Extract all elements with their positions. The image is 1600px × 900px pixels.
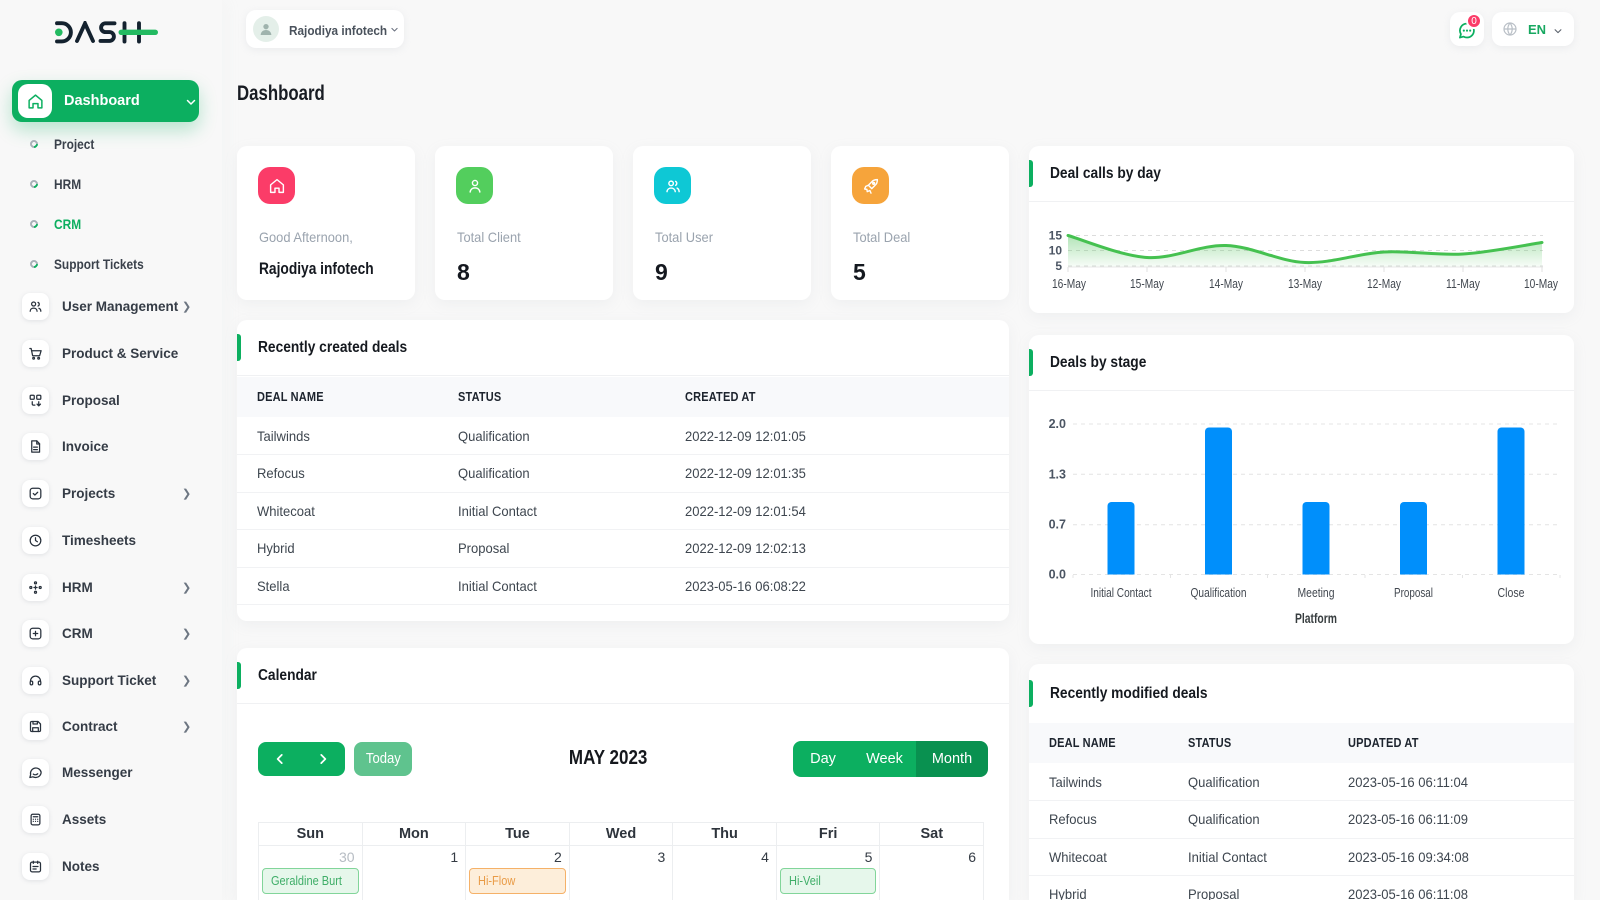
- svg-text:Initial Contact: Initial Contact: [1091, 585, 1152, 600]
- svg-text:12-May: 12-May: [1367, 277, 1402, 291]
- svg-text:2.0: 2.0: [1049, 417, 1066, 431]
- svg-text:Proposal: Proposal: [1394, 585, 1433, 600]
- svg-text:10: 10: [1049, 244, 1063, 258]
- svg-text:Meeting: Meeting: [1298, 585, 1335, 600]
- svg-text:Qualification: Qualification: [1191, 585, 1247, 600]
- svg-text:0.7: 0.7: [1049, 518, 1066, 532]
- svg-text:14-May: 14-May: [1209, 277, 1244, 291]
- svg-text:16-May: 16-May: [1052, 277, 1087, 291]
- svg-text:1.3: 1.3: [1049, 467, 1066, 481]
- svg-text:13-May: 13-May: [1288, 277, 1323, 291]
- svg-text:11-May: 11-May: [1446, 277, 1481, 291]
- svg-text:Close: Close: [1498, 585, 1525, 600]
- svg-text:5: 5: [1055, 259, 1062, 273]
- svg-text:15-May: 15-May: [1130, 277, 1165, 291]
- svg-text:Platform: Platform: [1295, 611, 1337, 626]
- svg-text:10-May: 10-May: [1524, 277, 1559, 291]
- svg-text:15: 15: [1049, 229, 1063, 243]
- svg-text:0.0: 0.0: [1049, 568, 1066, 582]
